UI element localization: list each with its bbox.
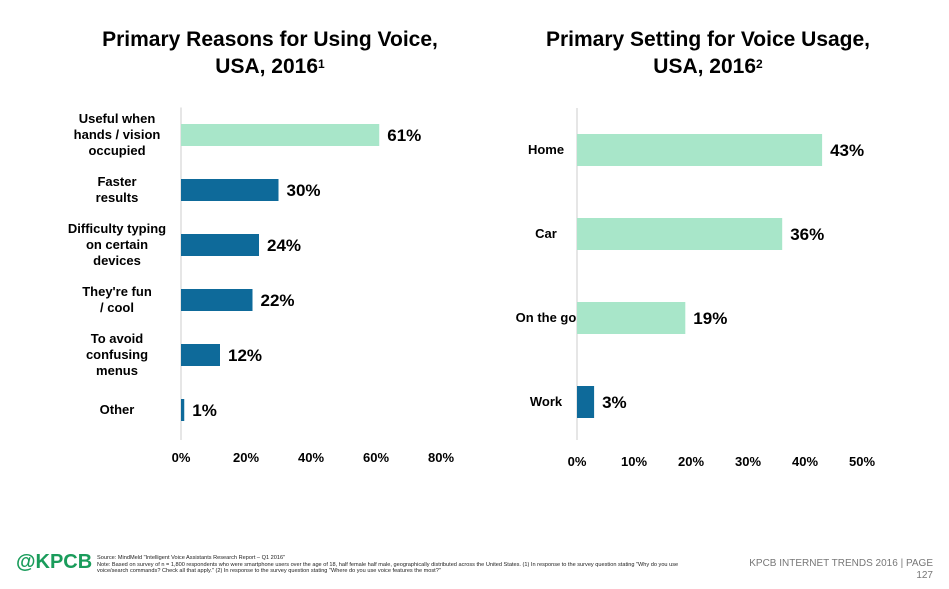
left-title-line1: Primary Reasons for Using Voice, [102, 28, 438, 51]
footer-page-number: 127 [916, 570, 933, 581]
bar [181, 289, 253, 311]
value-label: 61% [387, 126, 421, 145]
tick-label: 60% [363, 450, 389, 465]
category-label: / cool [100, 300, 134, 315]
right-title-sup: 2 [756, 57, 763, 71]
tick-label: 40% [298, 450, 324, 465]
category-label: Useful when [79, 111, 156, 126]
category-label: hands / vision [74, 127, 161, 142]
left-chart-title: Primary Reasons for Using Voice, USA, 20… [60, 26, 480, 80]
tick-label: 80% [428, 450, 454, 465]
category-label: devices [93, 253, 141, 268]
value-label: 43% [830, 141, 864, 160]
tick-label: 0% [172, 450, 191, 465]
value-label: 30% [287, 181, 321, 200]
bar [577, 218, 783, 250]
tick-label: 0% [568, 454, 587, 469]
footnote-source: Source: MindMeld "Intelligent Voice Assi… [97, 555, 286, 561]
category-label: Other [100, 402, 135, 417]
bar [577, 134, 823, 166]
footnote: Source: MindMeld "Intelligent Voice Assi… [97, 555, 707, 575]
footer-brand: KPCB INTERNET TRENDS 2016 | PAGE 127 [749, 558, 933, 582]
tick-label: 40% [792, 454, 818, 469]
value-label: 19% [693, 309, 727, 328]
tick-label: 50% [849, 454, 875, 469]
value-label: 36% [790, 225, 824, 244]
bar [181, 234, 259, 256]
category-label: Car [535, 226, 557, 241]
category-label: To avoid [91, 331, 144, 346]
bar [181, 344, 220, 366]
bar [181, 179, 279, 201]
bar [181, 399, 185, 421]
tick-label: 10% [621, 454, 647, 469]
tick-label: 20% [678, 454, 704, 469]
bar [577, 302, 686, 334]
category-label: Work [530, 394, 563, 409]
category-label: on certain [86, 237, 148, 252]
kpcb-logo: @KPCB [16, 551, 93, 573]
tick-label: 30% [735, 454, 761, 469]
footnote-note: Note: Based on survey of n = 1,800 respo… [97, 561, 679, 575]
bar [181, 124, 380, 146]
category-label: occupied [88, 143, 145, 158]
footer-brand-line: KPCB INTERNET TRENDS 2016 | PAGE [749, 558, 933, 569]
category-label: Faster [97, 174, 136, 189]
category-label: menus [96, 363, 138, 378]
value-label: 22% [261, 291, 295, 310]
left-title-line2: USA, 2016 [215, 55, 319, 78]
value-label: 12% [228, 346, 262, 365]
right-title-line1: Primary Setting for Voice Usage, [545, 28, 871, 51]
category-label: On the go [516, 310, 577, 325]
right-title-line2: USA, 2016 [653, 55, 757, 78]
left-title-sup: 1 [318, 57, 325, 71]
category-label: Home [528, 142, 564, 157]
bar [577, 386, 595, 418]
right-chart-title: Primary Setting for Voice Usage, USA, 20… [498, 26, 918, 80]
category-label: results [96, 190, 139, 205]
value-label: 24% [267, 236, 301, 255]
category-label: Difficulty typing [68, 221, 166, 236]
category-label: confusing [86, 347, 148, 362]
value-label: 3% [602, 393, 627, 412]
value-label: 1% [192, 401, 217, 420]
tick-label: 20% [233, 450, 259, 465]
category-label: They're fun [82, 284, 152, 299]
